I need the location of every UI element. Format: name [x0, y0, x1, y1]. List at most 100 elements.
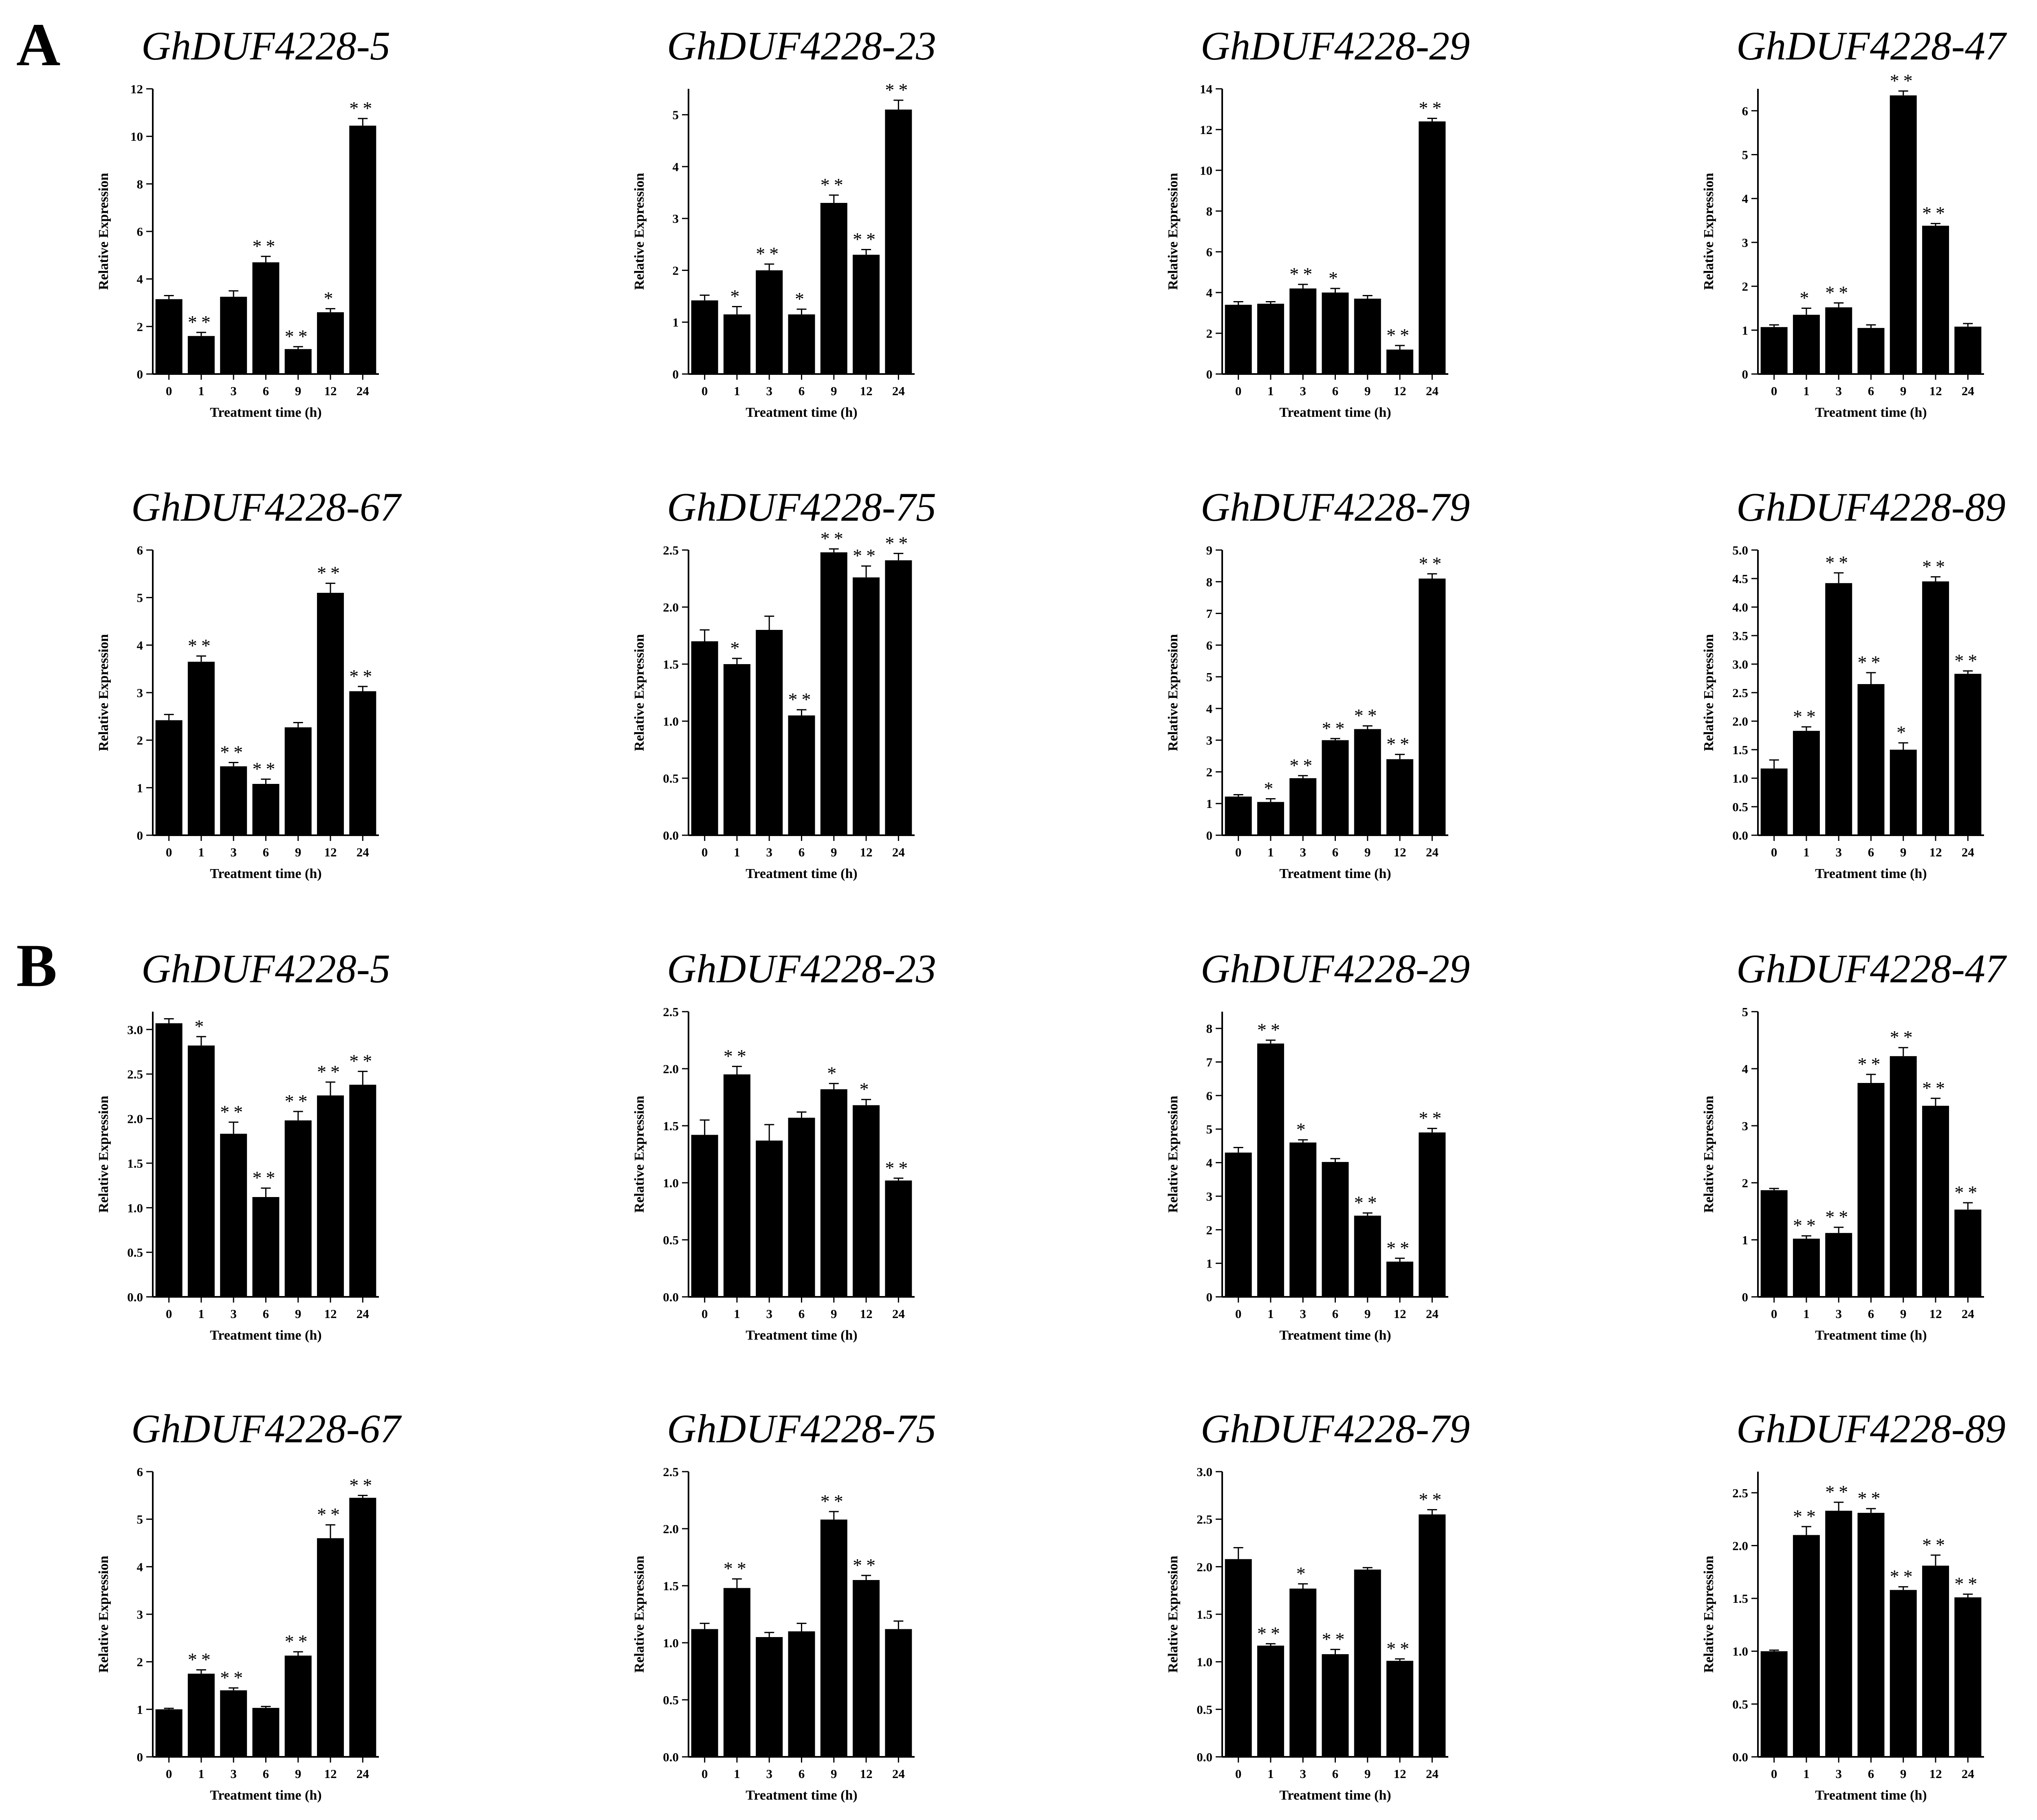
y-axis-label: Relative Expression — [632, 1096, 647, 1213]
bar — [284, 727, 312, 835]
y-tick-label: 2.5 — [663, 1465, 679, 1479]
significance-mark: ** — [220, 742, 247, 763]
y-tick-label: 3.0 — [127, 1023, 143, 1037]
chart-title: GhDUF4228-29 — [1201, 23, 1470, 68]
x-tick-label: 24 — [356, 845, 369, 859]
x-tick-label: 12 — [1394, 845, 1406, 859]
x-tick-label: 3 — [230, 384, 237, 398]
significance-mark: ** — [821, 528, 847, 549]
significance-mark: ** — [1386, 1237, 1413, 1258]
x-tick-label: 12 — [860, 1767, 873, 1781]
x-tick-label: 6 — [1868, 1767, 1874, 1781]
significance-mark: ** — [1386, 734, 1413, 755]
bar — [1419, 1132, 1446, 1297]
significance-mark: ** — [1354, 1192, 1381, 1213]
bar — [1289, 778, 1317, 835]
y-tick-label: 4 — [1206, 286, 1213, 300]
significance-mark: * — [795, 288, 808, 309]
bar — [1289, 1142, 1317, 1297]
y-tick-label: 1.5 — [663, 657, 679, 671]
x-tick-label: 1 — [1803, 384, 1810, 398]
significance-mark: * — [1296, 1563, 1310, 1584]
bar — [1322, 293, 1349, 374]
x-tick-label: 24 — [892, 1307, 905, 1321]
significance-mark: * — [194, 1016, 208, 1037]
x-axis-label: Treatment time (h) — [746, 1328, 857, 1343]
y-tick-label: 0.5 — [1197, 1702, 1212, 1717]
x-axis-label: Treatment time (h) — [746, 1788, 857, 1803]
x-tick-label: 12 — [1394, 1307, 1406, 1321]
x-tick-label: 6 — [799, 1767, 805, 1781]
y-tick-label: 8 — [1206, 204, 1213, 218]
y-tick-label: 0.0 — [663, 1750, 679, 1764]
significance-mark: ** — [1825, 1206, 1852, 1227]
bar — [853, 255, 880, 374]
y-tick-label: 1.5 — [1732, 1591, 1748, 1606]
y-tick-label: 7 — [1206, 607, 1213, 621]
x-tick-label: 24 — [892, 384, 905, 398]
y-tick-label: 6 — [1206, 1089, 1213, 1103]
chart-b-7: GhDUF4228-79 0.0 0.5 1.0 1.5 2.0 2.5 3.0 Relativ… — [1166, 1406, 1470, 1803]
x-tick-label: 1 — [1803, 1767, 1810, 1781]
y-tick-label: 1 — [1742, 323, 1749, 337]
significance-mark: ** — [220, 1667, 247, 1688]
y-tick-label: 2.5 — [127, 1067, 143, 1081]
x-tick-label: 9 — [831, 845, 837, 859]
significance-mark: ** — [1419, 1108, 1445, 1129]
y-axis-label: Relative Expression — [1166, 1096, 1181, 1213]
bar — [1890, 750, 1917, 835]
x-tick-label: 12 — [860, 1307, 873, 1321]
significance-mark: ** — [1922, 556, 1949, 577]
bar — [1954, 1209, 1982, 1297]
bar — [1257, 1043, 1284, 1297]
bar — [1386, 1661, 1414, 1757]
bar — [1419, 121, 1446, 374]
y-tick-label: 1 — [1742, 1233, 1749, 1247]
bar — [284, 1655, 312, 1757]
x-tick-label: 1 — [198, 845, 205, 859]
y-tick-label: 2 — [137, 733, 143, 748]
x-tick-label: 9 — [1364, 1767, 1371, 1781]
y-axis-label: Relative Expression — [96, 1556, 111, 1673]
bar — [1857, 684, 1885, 835]
bar — [756, 1637, 783, 1757]
y-tick-label: 0 — [1206, 367, 1213, 381]
significance-mark: ** — [1419, 1489, 1445, 1510]
y-tick-label: 8 — [1206, 1021, 1213, 1036]
x-tick-label: 9 — [1900, 1767, 1907, 1781]
significance-mark: ** — [1386, 1638, 1413, 1659]
y-tick-label: 2.5 — [1732, 686, 1748, 700]
bar — [284, 349, 312, 374]
bar — [317, 593, 344, 835]
y-tick-label: 4 — [137, 272, 143, 286]
x-tick-label: 6 — [799, 384, 805, 398]
y-tick-label: 4 — [1742, 1062, 1749, 1076]
chart-title: GhDUF4228-5 — [141, 946, 390, 991]
chart-title: GhDUF4228-67 — [131, 484, 402, 530]
y-tick-label: 1 — [137, 1702, 143, 1717]
bar — [853, 577, 880, 835]
bar — [1289, 1589, 1317, 1757]
y-tick-label: 12 — [1200, 123, 1212, 137]
y-tick-label: 3.5 — [1732, 629, 1748, 643]
y-tick-label: 0 — [1206, 1290, 1213, 1304]
chart-b-8: GhDUF4228-89 0.0 0.5 1.0 1.5 2.0 2.5 Relative E… — [1701, 1406, 2006, 1803]
bar — [1354, 1569, 1381, 1757]
y-tick-label: 6 — [137, 224, 143, 239]
significance-mark: * — [860, 1079, 873, 1100]
x-tick-label: 0 — [702, 1307, 708, 1321]
bar — [1354, 729, 1381, 835]
bar — [1386, 350, 1414, 374]
significance-mark: ** — [1386, 325, 1413, 346]
y-tick-label: 0 — [673, 367, 679, 381]
significance-mark: ** — [1954, 1574, 1981, 1594]
significance-mark: ** — [1858, 1054, 1885, 1074]
x-tick-label: 0 — [1235, 1307, 1242, 1321]
chart-title: GhDUF4228-75 — [667, 484, 936, 530]
x-tick-label: 1 — [1267, 1767, 1274, 1781]
y-tick-label: 2.0 — [127, 1112, 143, 1126]
